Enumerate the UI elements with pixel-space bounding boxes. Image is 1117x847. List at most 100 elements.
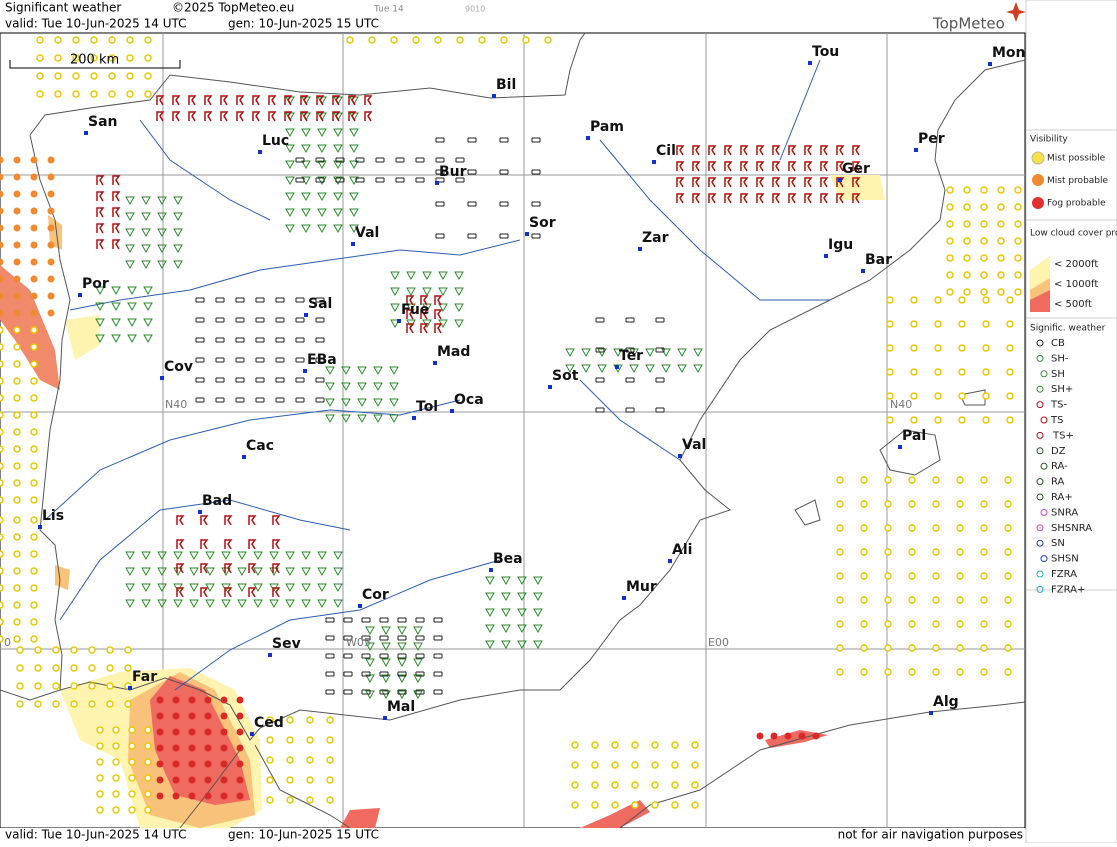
mist-symbol	[112, 806, 120, 814]
grid-label: N40	[165, 398, 187, 411]
mist-symbol	[886, 416, 894, 424]
shower-symbol	[501, 576, 511, 586]
city-label: Tol	[416, 399, 438, 415]
city-marker	[435, 181, 439, 185]
shower-symbol	[317, 551, 327, 561]
shower-symbol	[125, 228, 135, 238]
mist-probable-symbol	[13, 241, 21, 249]
shower-symbol	[317, 583, 327, 593]
mist-symbol	[13, 618, 21, 626]
shower-symbol	[517, 624, 527, 634]
shower-symbol	[285, 208, 295, 218]
mist-symbol	[611, 741, 619, 749]
shower-symbol	[381, 626, 391, 636]
legend-symbol	[1036, 570, 1044, 578]
mist-symbol	[72, 36, 80, 44]
legend-item: DZ	[1051, 446, 1066, 457]
thunderstorm-symbol	[236, 95, 245, 106]
mist-symbol	[997, 237, 1005, 245]
city-marker	[258, 150, 262, 154]
cb-symbol	[315, 157, 325, 163]
shower-symbol	[141, 583, 151, 593]
mist-symbol	[108, 36, 116, 44]
mist-symbol	[691, 761, 699, 769]
mist-probable-symbol	[30, 258, 38, 266]
fog-symbol	[220, 792, 228, 800]
city-marker	[84, 131, 88, 135]
city-label: Bea	[493, 551, 523, 567]
mist-symbol	[611, 781, 619, 789]
shower-symbol	[317, 160, 327, 170]
cb-symbol	[325, 653, 335, 659]
cb-symbol	[595, 317, 605, 323]
cb-symbol	[435, 157, 445, 163]
run: Tue 14	[373, 5, 404, 15]
mist-probable-symbol	[30, 224, 38, 232]
cb-symbol	[361, 689, 371, 695]
shower-symbol	[645, 348, 655, 358]
shower-symbol	[301, 599, 311, 609]
thunderstorm-symbol	[772, 161, 781, 172]
cb-symbol	[215, 357, 225, 363]
shower-symbol	[111, 318, 121, 328]
mist-symbol	[932, 524, 940, 532]
mist-symbol	[112, 742, 120, 750]
shower-symbol	[333, 208, 343, 218]
cb-symbol	[275, 377, 285, 383]
fog-symbol	[204, 744, 212, 752]
shower-symbol	[357, 366, 367, 376]
mist-symbol	[1014, 288, 1022, 296]
shower-symbol	[422, 287, 432, 297]
shower-symbol	[397, 658, 407, 668]
legend-symbol	[1036, 339, 1044, 347]
mist-symbol	[368, 36, 376, 44]
mist-symbol	[90, 72, 98, 80]
legend-item: SNRA	[1051, 507, 1078, 518]
mist-symbol	[0, 516, 4, 524]
shower-symbol	[141, 260, 151, 270]
shower-symbol	[285, 160, 295, 170]
city-label: Mur	[626, 579, 657, 595]
city-marker	[824, 254, 828, 258]
mist-probable-symbol	[47, 156, 55, 164]
shower-symbol	[413, 626, 423, 636]
shower-symbol	[301, 567, 311, 577]
mist-symbol	[16, 682, 24, 690]
thunderstorm-symbol	[788, 193, 797, 204]
mist-symbol	[963, 288, 971, 296]
mist-symbol	[30, 496, 38, 504]
mist-symbol	[128, 774, 136, 782]
shower-symbol	[157, 196, 167, 206]
cb-symbol	[315, 397, 325, 403]
mist-symbol	[30, 618, 38, 626]
mist-symbol	[982, 368, 990, 376]
legend-item: TS+	[1052, 430, 1074, 441]
mist-symbol	[910, 296, 918, 304]
legend-symbol	[1036, 585, 1044, 593]
mist-symbol	[13, 550, 21, 558]
shower-symbol	[127, 334, 137, 344]
mist-symbol	[13, 428, 21, 436]
mist-symbol	[13, 567, 21, 575]
thunderstorm-symbol	[852, 193, 861, 204]
city-label: Cil	[656, 143, 676, 159]
cb-symbol	[343, 635, 353, 641]
thunderstorm-symbol	[820, 177, 829, 188]
mist-symbol	[54, 54, 62, 62]
cb-symbol	[215, 377, 225, 383]
mist-symbol	[956, 596, 964, 604]
mist-symbol	[112, 790, 120, 798]
fog-symbol	[784, 732, 792, 740]
legend-symbol	[1040, 555, 1048, 563]
fog-symbol	[220, 744, 228, 752]
thunderstorm-symbol	[852, 161, 861, 172]
shower-symbol	[189, 583, 199, 593]
thunderstorm-symbol	[772, 177, 781, 188]
city-marker	[412, 416, 416, 420]
mist-probable-symbol	[47, 275, 55, 283]
mist-symbol	[946, 220, 954, 228]
shower-symbol	[390, 271, 400, 281]
footer-valid: valid: Tue 10-Jun-2025 14 UTC	[5, 828, 186, 842]
mist-symbol	[836, 620, 844, 628]
mist-symbol	[908, 500, 916, 508]
